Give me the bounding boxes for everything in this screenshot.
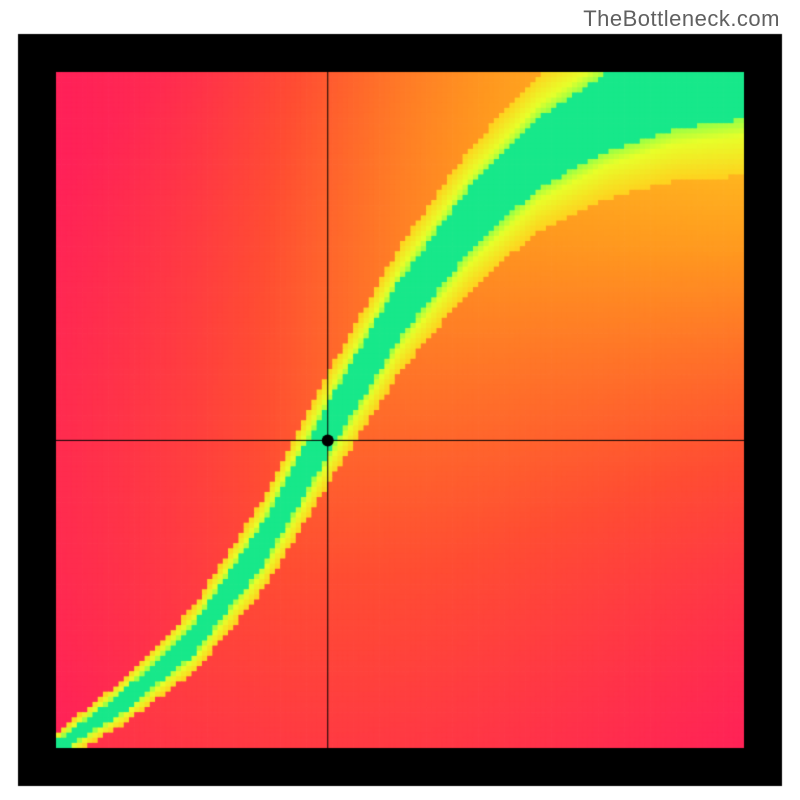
watermark-label: TheBottleneck.com [583, 6, 780, 32]
heatmap-canvas [0, 0, 800, 800]
figure-container: TheBottleneck.com [0, 0, 800, 800]
